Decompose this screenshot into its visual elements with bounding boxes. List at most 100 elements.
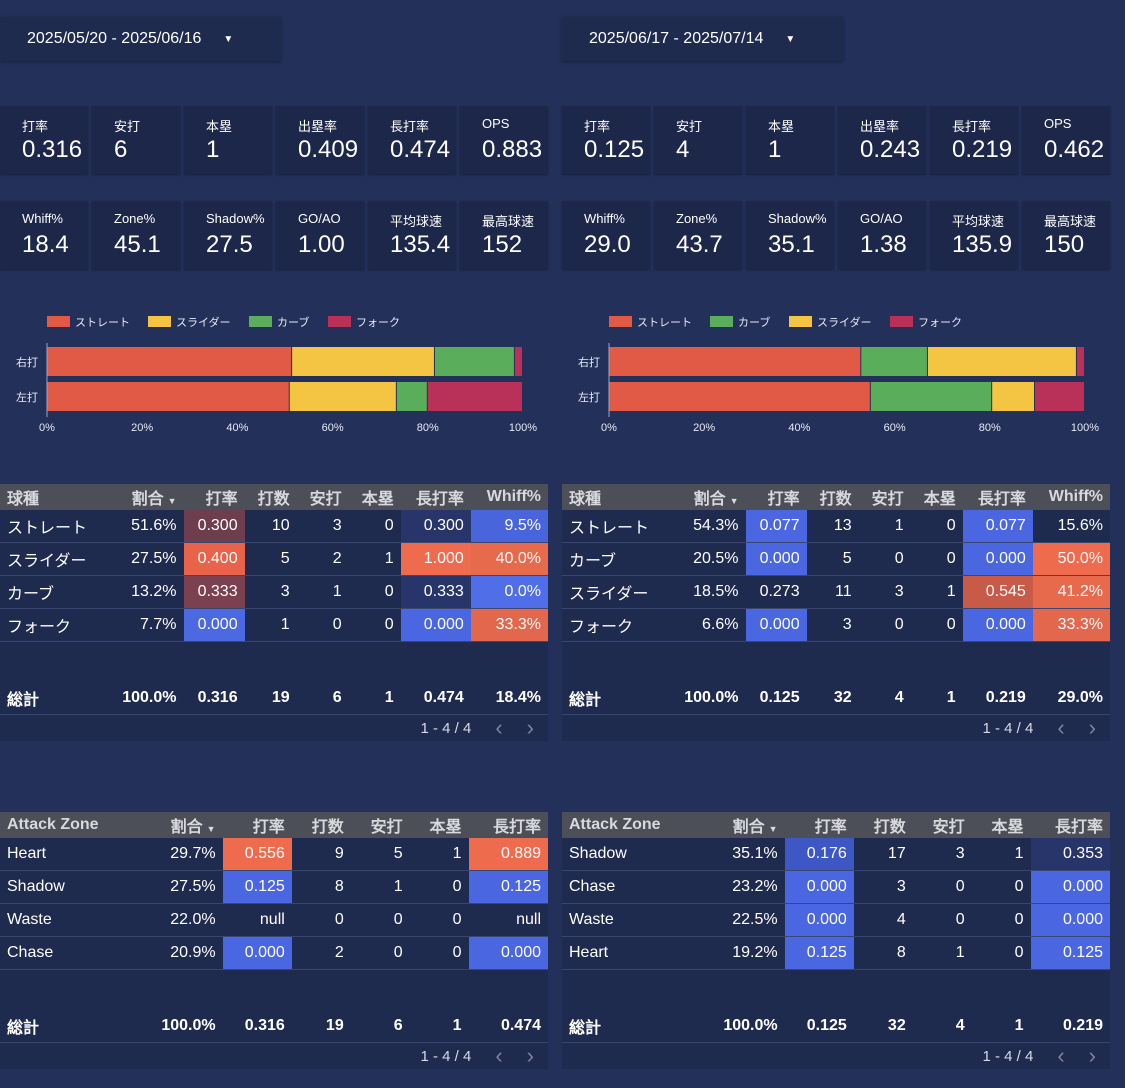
column-header[interactable]: 安打 (296, 484, 349, 510)
kpi-value: 0.474 (390, 136, 451, 163)
column-header[interactable]: 安打 (858, 484, 911, 510)
bar-segment (927, 347, 1076, 376)
date-range-dropdown[interactable]: 2025/05/20 - 2025/06/16 ▼ (0, 17, 281, 61)
column-header[interactable]: 本塁 (348, 484, 401, 510)
column-header[interactable]: 打数 (806, 484, 859, 510)
table-row[interactable]: Heart 29.7% 0.556 9 5 1 0.889 (0, 838, 548, 871)
table-row[interactable]: スライダー 18.5% 0.273 11 3 1 0.545 41.2% (562, 575, 1110, 609)
column-header[interactable]: Attack Zone (0, 812, 136, 838)
bar-segment (47, 382, 289, 411)
column-header[interactable]: 打率 (222, 812, 292, 838)
column-header[interactable]: 本塁 (971, 812, 1031, 838)
total-hr: 1 (910, 682, 963, 715)
chevron-left-icon[interactable]: ‹ (1057, 1043, 1065, 1068)
bar-segment (396, 382, 427, 411)
total-h: 6 (296, 682, 349, 715)
column-header[interactable]: 長打率 (400, 484, 471, 510)
bar-segment (861, 347, 927, 376)
table-row[interactable]: フォーク 6.6% 0.000 3 0 0 0.000 33.3% (562, 608, 1110, 642)
cell-ab: 5 (244, 542, 297, 576)
column-header[interactable]: 割合 ▼ (668, 484, 746, 510)
chevron-right-icon[interactable]: › (1088, 1043, 1096, 1068)
column-header[interactable]: Whiff% (1032, 484, 1110, 510)
column-header[interactable]: 打率 (784, 812, 854, 838)
stats-table: 球種 割合 ▼ 打率 打数 安打 本塁 長打率 Whiff% ストレート 51.6% 0.300 10 3… (0, 484, 548, 715)
total-avg: 0.316 (222, 1010, 292, 1043)
column-header[interactable]: 打率 (183, 484, 245, 510)
column-header[interactable]: 打数 (244, 484, 297, 510)
legend-label: ストレート (75, 317, 130, 329)
chevron-right-icon[interactable]: › (526, 715, 534, 740)
cell-whiff: 33.3% (1032, 608, 1110, 642)
bar-segment (427, 382, 522, 411)
column-header-label: 球種 (569, 491, 602, 508)
cell-slg: 0.000 (962, 542, 1033, 576)
sort-down-icon: ▼ (768, 824, 778, 834)
kpi-value: 45.1 (114, 231, 161, 258)
column-header[interactable]: 割合 ▼ (106, 484, 184, 510)
column-header[interactable]: 長打率 (1030, 812, 1110, 838)
table-row[interactable]: Waste 22.0% null 0 0 0 null (0, 903, 548, 937)
cell-avg: 0.000 (183, 608, 245, 642)
column-header[interactable]: 打率 (745, 484, 807, 510)
column-header[interactable]: 割合 ▼ (697, 812, 785, 838)
kpi-card: 長打率 0.219 (930, 106, 1018, 174)
cell-ab: 10 (244, 510, 297, 543)
table-row[interactable]: ストレート 54.3% 0.077 13 1 0 0.077 15.6% (562, 510, 1110, 543)
column-header[interactable]: Attack Zone (562, 812, 698, 838)
kpi-label: OPS (482, 116, 510, 131)
cell-avg: 0.333 (183, 575, 245, 609)
cell-slg: 0.077 (962, 510, 1033, 543)
cell-slg: 0.889 (468, 838, 548, 871)
column-header-label: 割合 (170, 819, 203, 836)
chevron-left-icon[interactable]: ‹ (1057, 715, 1065, 740)
chevron-left-icon[interactable]: ‹ (495, 715, 503, 740)
column-header[interactable]: 球種 (0, 484, 107, 510)
sort-down-icon: ▼ (206, 824, 216, 834)
kpi-card: OPS 0.883 (460, 106, 548, 174)
cell-pct: 27.5% (106, 542, 184, 576)
cell-avg: 0.273 (745, 575, 807, 609)
table-row[interactable]: Shadow 27.5% 0.125 8 1 0 0.125 (0, 870, 548, 904)
table-row[interactable]: ストレート 51.6% 0.300 10 3 0 0.300 9.5% (0, 510, 548, 543)
cell-h: 0 (912, 870, 972, 904)
chevron-left-icon[interactable]: ‹ (495, 1043, 503, 1068)
table-row[interactable]: カーブ 20.5% 0.000 5 0 0 0.000 50.0% (562, 542, 1110, 576)
row-name: ストレート (562, 510, 669, 543)
bar-segment (1035, 382, 1084, 411)
total-hr: 1 (409, 1010, 469, 1043)
table-header-row: 球種 割合 ▼ 打率 打数 安打 本塁 長打率 Whiff% (0, 484, 548, 510)
cell-avg: 0.400 (183, 542, 245, 576)
row-name: Waste (562, 903, 698, 937)
total-ab: 19 (244, 682, 297, 715)
table-row[interactable]: スライダー 27.5% 0.400 5 2 1 1.000 40.0% (0, 542, 548, 576)
table-row[interactable]: Heart 19.2% 0.125 8 1 0 0.125 (562, 936, 1110, 970)
chevron-right-icon[interactable]: › (526, 1043, 534, 1068)
kpi-card: Whiff% 29.0 (562, 201, 650, 269)
stats-table: Attack Zone 割合 ▼ 打率 打数 安打 本塁 長打率 Heart 29.7% 0.556… (0, 812, 548, 1043)
table-row[interactable]: Chase 23.2% 0.000 3 0 0 0.000 (562, 870, 1110, 904)
column-header[interactable]: 打数 (853, 812, 913, 838)
date-range-dropdown[interactable]: 2025/06/17 - 2025/07/14 ▼ (562, 17, 843, 61)
table-row[interactable]: Waste 22.5% 0.000 4 0 0 0.000 (562, 903, 1110, 937)
chevron-right-icon[interactable]: › (1088, 715, 1096, 740)
column-header-label: 長打率 (415, 491, 464, 508)
cell-hr: 0 (348, 510, 401, 543)
column-header[interactable]: 本塁 (409, 812, 469, 838)
table-row[interactable]: Chase 20.9% 0.000 2 0 0 0.000 (0, 936, 548, 970)
column-header[interactable]: 本塁 (910, 484, 963, 510)
kpi-value: 135.4 (390, 231, 451, 258)
column-header[interactable]: 安打 (912, 812, 972, 838)
table-row[interactable]: Shadow 35.1% 0.176 17 3 1 0.353 (562, 838, 1110, 871)
column-header[interactable]: 球種 (562, 484, 669, 510)
column-header[interactable]: 安打 (350, 812, 410, 838)
table-row[interactable]: フォーク 7.7% 0.000 1 0 0 0.000 33.3% (0, 608, 548, 642)
column-header[interactable]: 長打率 (962, 484, 1033, 510)
column-header[interactable]: 長打率 (468, 812, 548, 838)
column-header[interactable]: 打数 (291, 812, 351, 838)
cell-hr: 1 (409, 838, 469, 871)
column-header[interactable]: Whiff% (470, 484, 548, 510)
column-header[interactable]: 割合 ▼ (135, 812, 223, 838)
total-slg: 0.474 (400, 682, 471, 715)
table-row[interactable]: カーブ 13.2% 0.333 3 1 0 0.333 0.0% (0, 575, 548, 609)
